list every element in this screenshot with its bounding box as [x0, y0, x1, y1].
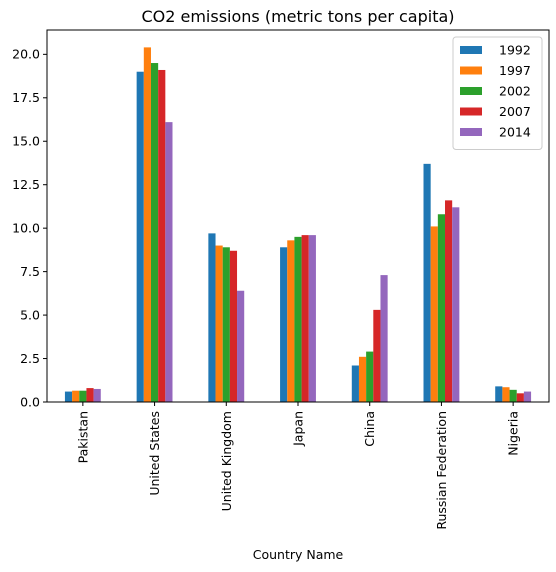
legend-label: 2002: [499, 84, 531, 99]
bar-united-kingdom-2007: [229, 250, 238, 402]
x-tick-label: Nigeria: [506, 411, 521, 456]
bar-china-1992: [351, 365, 359, 402]
bar-united-states-1992: [136, 71, 144, 402]
legend-swatch-2002: [460, 87, 482, 95]
y-tick-label: 7.5: [20, 264, 40, 279]
legend-swatch-1992: [460, 46, 482, 54]
x-tick-label: Russian Federation: [434, 411, 449, 530]
x-axis: Pakistan United States United Kingdom Japan…: [75, 402, 521, 530]
legend-box: [452, 36, 543, 150]
bar-japan-2014: [308, 235, 316, 402]
y-tick-label: 15.0: [12, 134, 40, 149]
legend-swatch-2014: [460, 128, 482, 136]
bar-united-kingdom-2014: [237, 290, 245, 402]
legend-label: 1992: [499, 43, 531, 58]
bar-nigeria-2014: [523, 391, 532, 402]
bar-china-2014: [380, 275, 388, 402]
legend-label: 2007: [499, 104, 531, 119]
legend: 1992 1997 2002 2007 2014: [452, 36, 543, 150]
bars-group: [64, 47, 532, 402]
y-tick-label: 2.5: [20, 351, 40, 366]
bar-russian-federation-2007: [445, 200, 453, 402]
bar-united-states-2007: [158, 69, 166, 402]
bar-pakistan-1992: [64, 391, 73, 402]
bar-japan-1997: [287, 240, 295, 402]
y-tick-label: 0.0: [20, 394, 40, 409]
bar-united-states-2014: [165, 122, 173, 402]
chart-title: CO2 emissions (metric tons per capita): [141, 7, 454, 26]
bar-pakistan-2007: [86, 388, 94, 402]
bar-nigeria-2002: [509, 389, 517, 402]
bar-united-states-2002: [150, 63, 159, 402]
bar-pakistan-2002: [79, 390, 87, 402]
bar-nigeria-1992: [495, 386, 503, 402]
y-tick-label: 20.0: [12, 47, 40, 62]
legend-swatch-1997: [460, 66, 482, 75]
bar-united-kingdom-2002: [222, 247, 230, 402]
y-tick-label: 17.5: [12, 90, 40, 105]
bar-united-kingdom-1997: [215, 245, 223, 402]
bar-united-states-1997: [143, 47, 151, 402]
bar-russian-federation-1992: [423, 163, 431, 402]
bar-china-2002: [366, 351, 374, 402]
bar-china-1997: [358, 356, 367, 402]
x-tick-label: China: [362, 411, 377, 447]
bar-united-kingdom-1992: [208, 233, 216, 402]
bar-russian-federation-2002: [437, 214, 446, 402]
x-tick-label: United Kingdom: [219, 411, 234, 511]
bar-japan-1992: [280, 247, 288, 402]
bar-japan-2002: [294, 236, 302, 402]
y-axis: 0.0 2.5 5.0 7.5 10.0 12.5 15.0 17.5 20.0: [12, 47, 47, 409]
bar-pakistan-2014: [93, 388, 101, 402]
x-tick-label: United States: [147, 411, 162, 496]
y-tick-label: 12.5: [12, 177, 40, 192]
bar-russian-federation-2014: [452, 207, 460, 402]
bar-japan-2007: [301, 235, 309, 402]
bar-nigeria-2007: [516, 393, 524, 402]
legend-label: 1997: [499, 63, 531, 78]
legend-label: 2014: [499, 125, 531, 140]
x-axis-label: Country Name: [253, 547, 344, 562]
x-tick-label: Pakistan: [75, 411, 90, 463]
bar-nigeria-1997: [502, 387, 510, 402]
bar-china-2007: [373, 309, 381, 402]
bar-russian-federation-1997: [430, 226, 438, 402]
bar-pakistan-1997: [72, 390, 80, 402]
legend-swatch-2007: [460, 107, 482, 116]
y-tick-label: 10.0: [12, 220, 40, 235]
y-tick-label: 5.0: [20, 307, 40, 322]
x-tick-label: Japan: [291, 411, 306, 447]
